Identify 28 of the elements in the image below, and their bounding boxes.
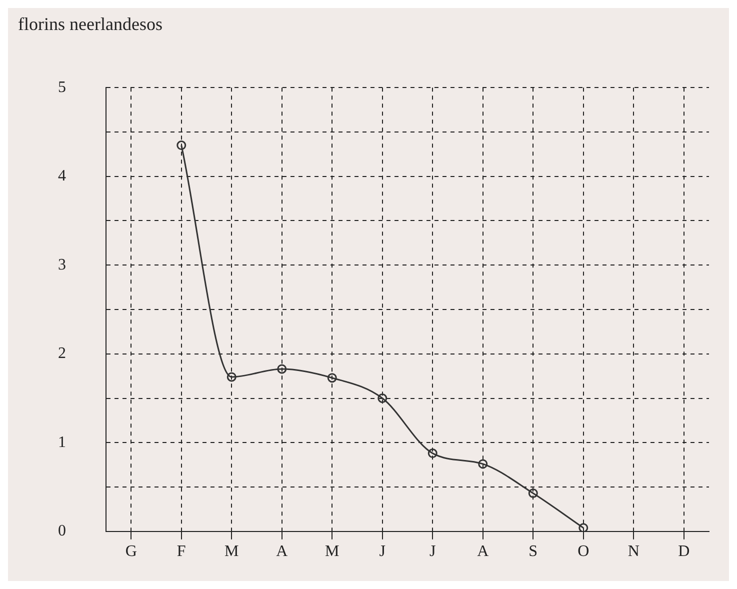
x-tick-label: A	[477, 543, 490, 560]
x-tick-label: D	[678, 543, 690, 560]
x-tick-label: S	[528, 543, 538, 560]
point	[277, 364, 287, 374]
x-tick-label: O	[578, 543, 590, 560]
y-tick-label: 1	[58, 434, 66, 451]
y-tick-label: 5	[58, 78, 66, 96]
point	[226, 372, 236, 382]
x-tick-label: J	[379, 543, 386, 560]
y-tick-label: 0	[58, 522, 66, 540]
x-tick-label: A	[276, 543, 288, 560]
point	[528, 488, 538, 498]
point	[478, 459, 488, 469]
x-tick-label: F	[176, 543, 186, 560]
x-tick-label: J	[430, 543, 436, 560]
point	[378, 394, 388, 404]
y-tick-label: 2	[58, 345, 66, 362]
x-tick-label: M	[325, 543, 340, 560]
y-tick-label: 4	[58, 168, 66, 185]
point	[578, 523, 588, 532]
y-tick-label: 3	[58, 256, 66, 274]
point	[428, 448, 438, 458]
point	[327, 373, 337, 383]
x-tick-label: M	[224, 543, 239, 560]
x-tick-label: N	[628, 543, 640, 560]
point	[176, 140, 186, 150]
y-axis-title: florins neerlandesos	[18, 14, 162, 35]
x-tick-label: G	[125, 543, 138, 560]
